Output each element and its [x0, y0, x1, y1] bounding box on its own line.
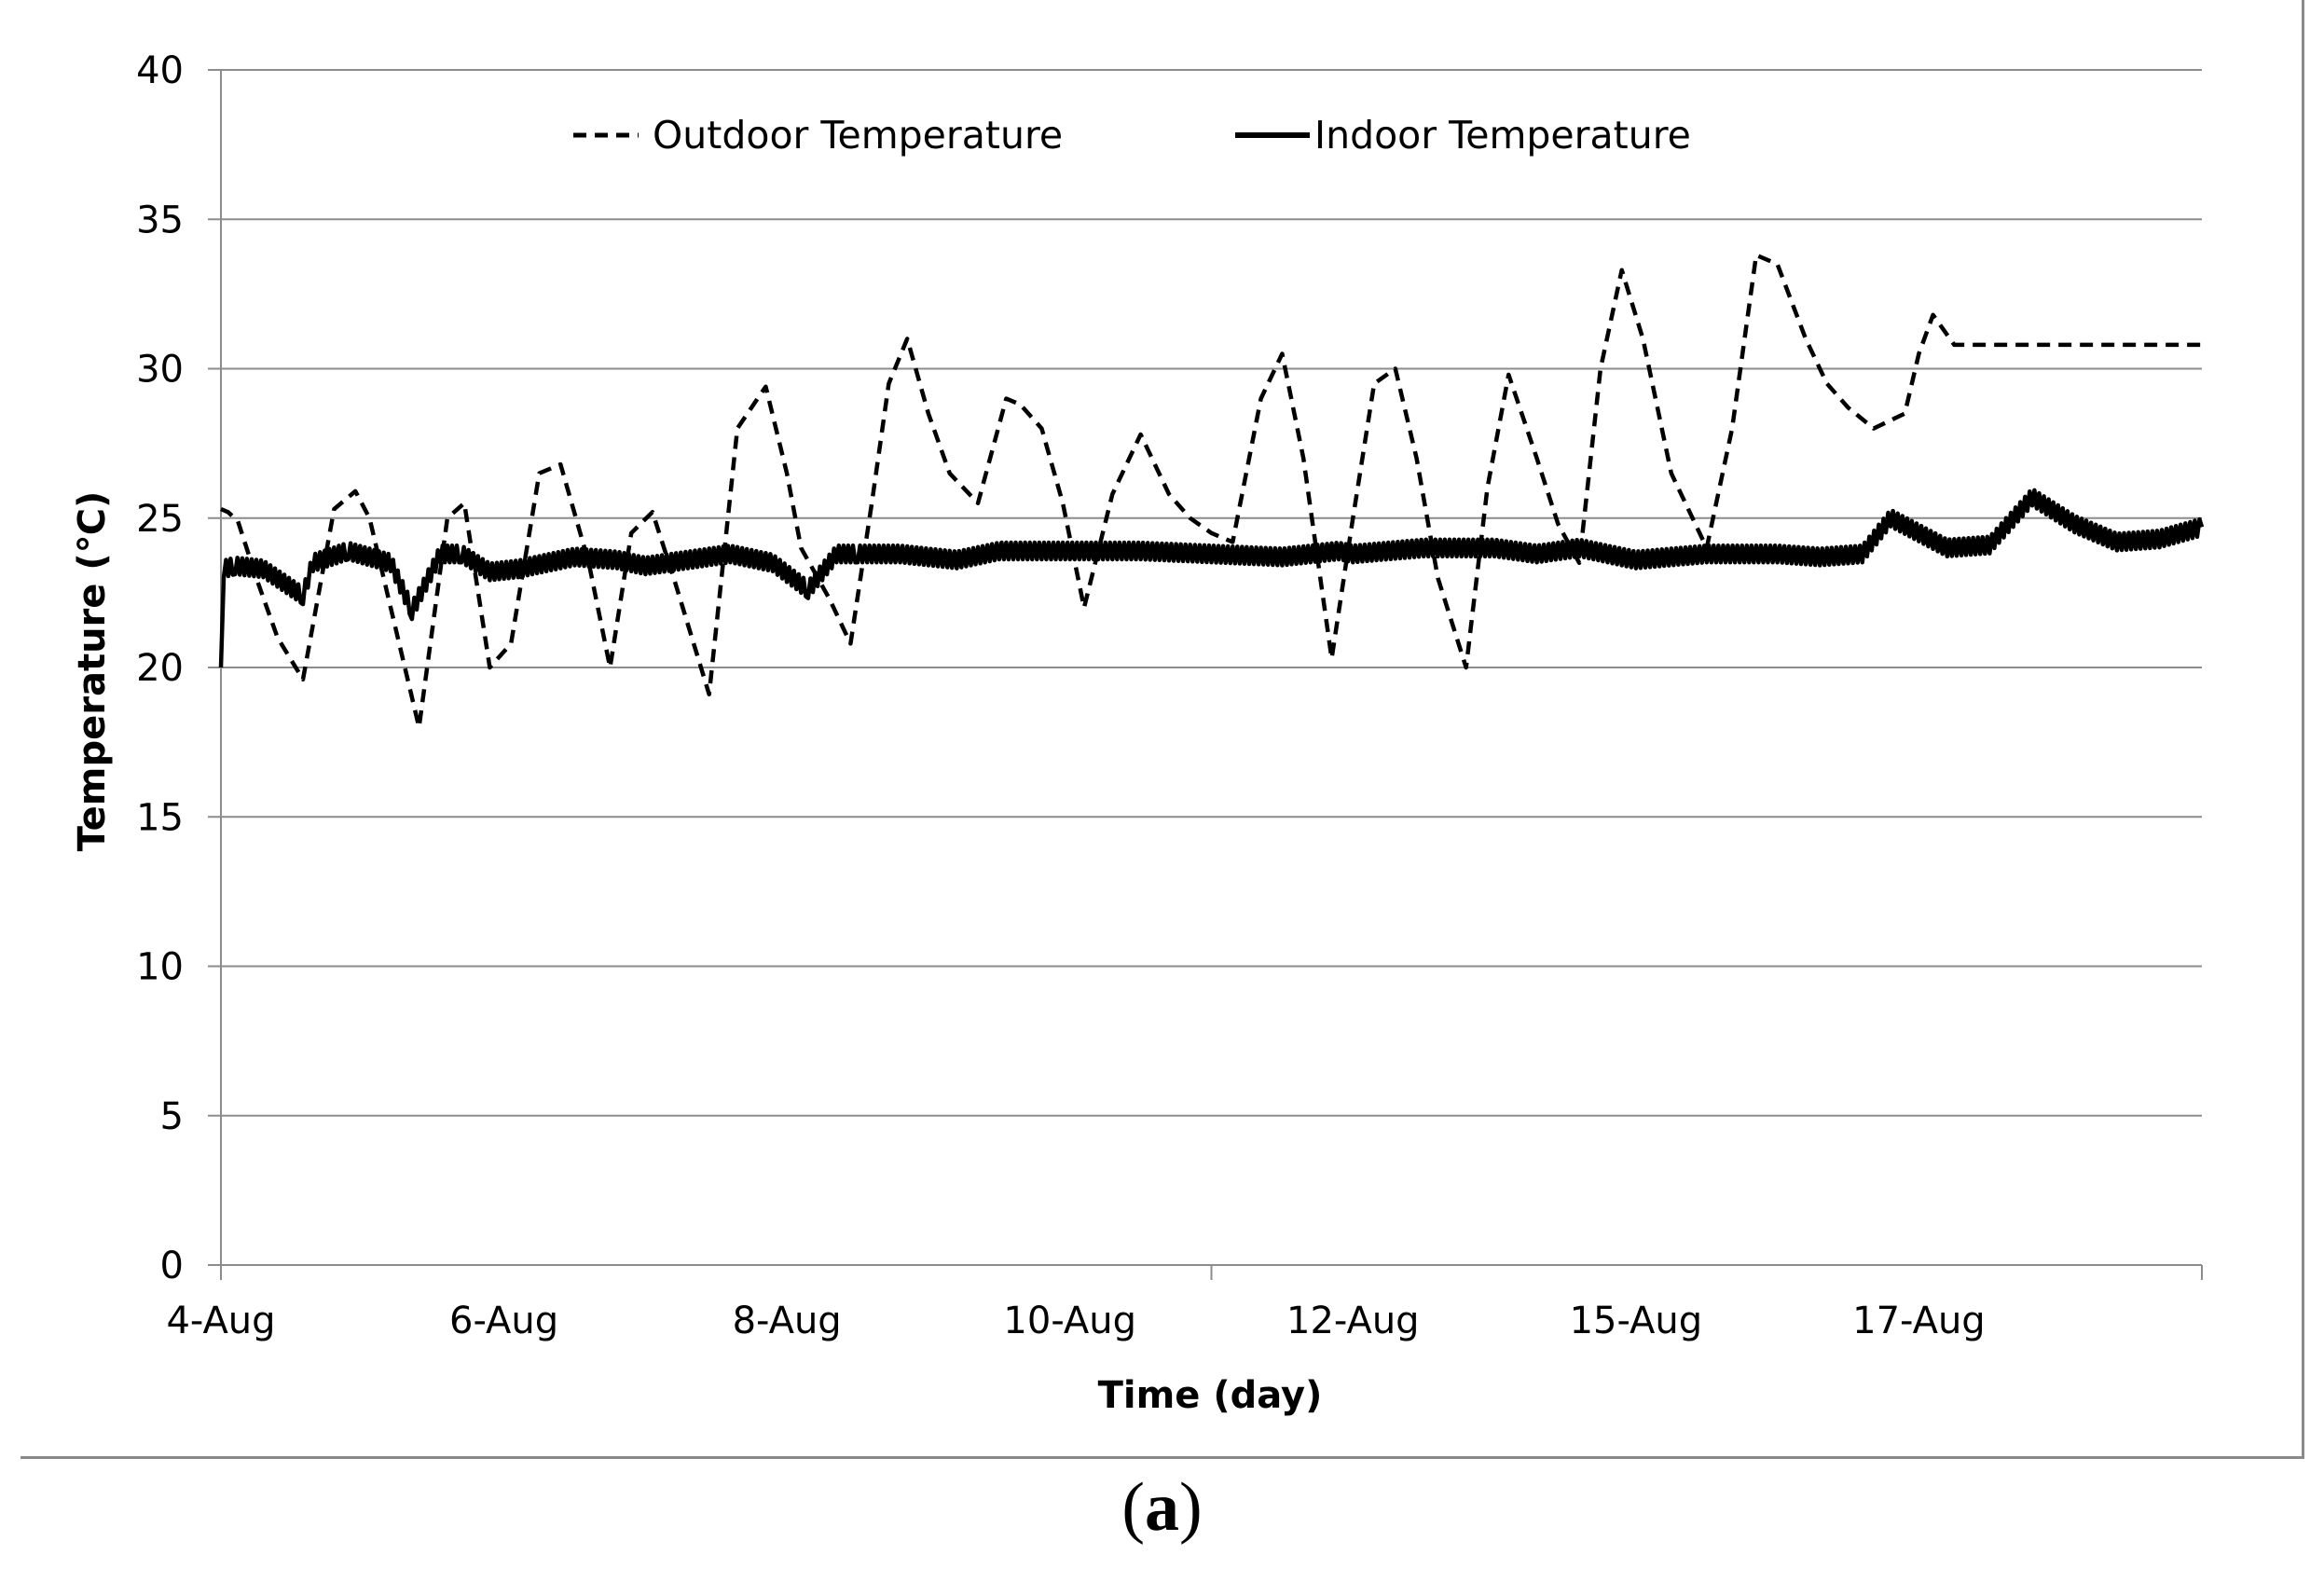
x-tick-label: 17-Aug	[1852, 1300, 1986, 1342]
y-tick-label: 15	[136, 796, 184, 839]
y-tick-label: 5	[160, 1095, 184, 1138]
grid-lines	[221, 69, 2202, 1117]
series-lines	[218, 253, 2205, 730]
x-axis-title: Time (day)	[1098, 1374, 1323, 1417]
y-tick-label: 10	[136, 946, 184, 989]
x-tick-labels: 4-Aug 6-Aug 8-Aug 10-Aug 12-Aug 15-Aug 17-Aug	[166, 1300, 1985, 1342]
chart-plot: 0 5 10 15 20 25 30 35 40 4-Aug 6-Aug 8-Aug 10-Aug 12…	[71, 49, 2205, 1417]
legend-indoor-label: Indoor Temperature	[1314, 113, 1691, 158]
y-tick-label: 35	[136, 199, 184, 241]
axes	[208, 69, 2203, 1280]
panel-label: (a)	[1121, 1469, 1203, 1546]
y-tick-label: 20	[136, 647, 184, 690]
y-tick-label: 25	[136, 498, 184, 541]
legend-outdoor-label: Outdoor Temperature	[653, 113, 1063, 158]
x-tick-label: 4-Aug	[166, 1300, 275, 1342]
x-tick-label: 12-Aug	[1286, 1300, 1420, 1342]
series-line-indoor-temperature	[218, 488, 2205, 668]
y-tick-label: 0	[160, 1245, 184, 1287]
y-tick-label: 40	[136, 49, 184, 92]
x-tick-label: 10-Aug	[1003, 1300, 1136, 1342]
y-axis-title: Temperature (℃)	[71, 491, 114, 852]
series-line-outdoor-temperature	[220, 253, 2202, 730]
chart-frame	[21, 0, 2304, 1459]
x-tick-label: 15-Aug	[1570, 1300, 1703, 1342]
y-tick-label: 30	[136, 349, 184, 392]
x-tick-label: 6-Aug	[449, 1300, 558, 1342]
y-tick-labels: 0 5 10 15 20 25 30 35 40	[136, 49, 184, 1287]
x-tick-label: 8-Aug	[733, 1300, 842, 1342]
legend: Outdoor Temperature Indoor Temperature	[573, 113, 1691, 158]
